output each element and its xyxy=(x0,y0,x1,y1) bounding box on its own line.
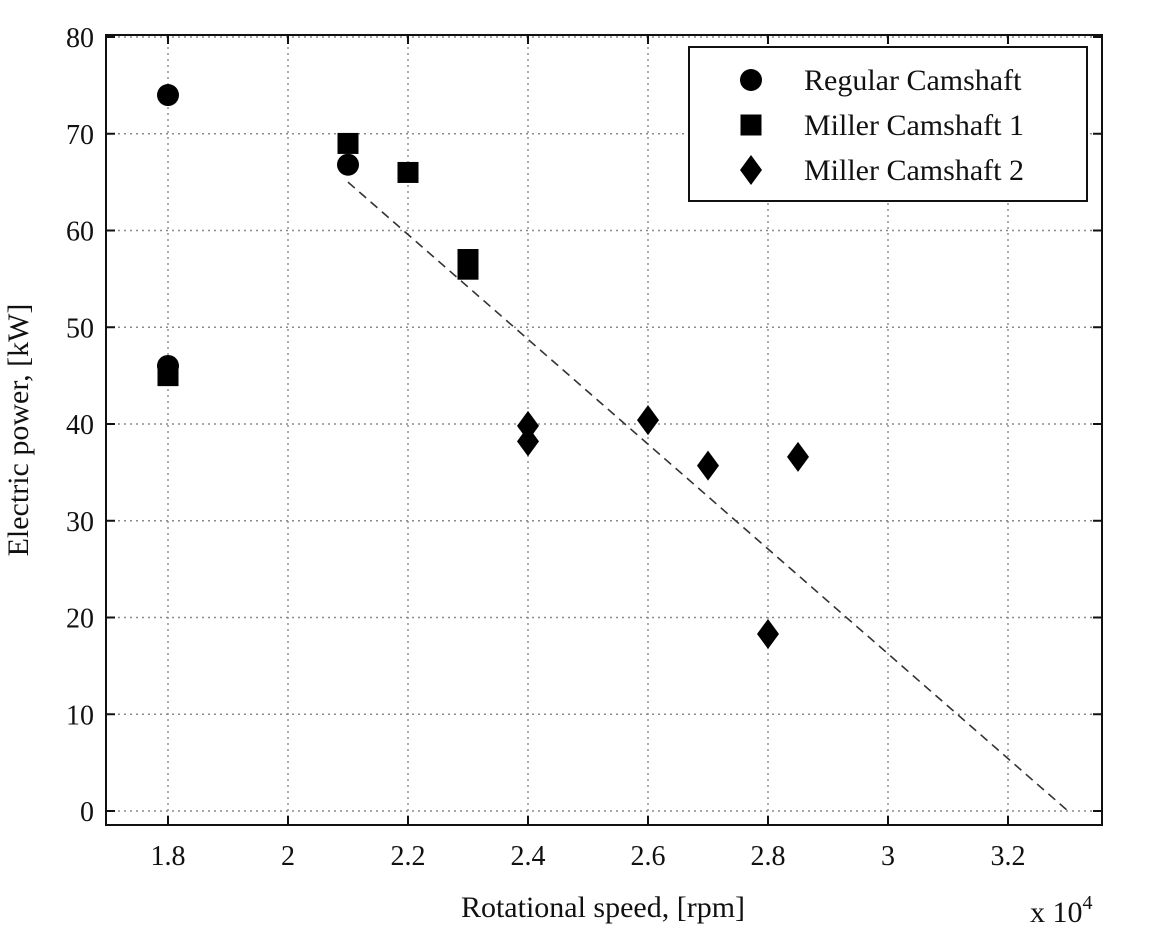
trend-line-group xyxy=(347,181,1069,812)
x-tick-label: 2.2 xyxy=(391,841,426,872)
legend-label: Miller Camshaft 2 xyxy=(804,154,1024,187)
y-tick-label: 60 xyxy=(66,217,94,248)
x-tick-label: 2.4 xyxy=(511,841,546,872)
legend-marker-regular-camshaft xyxy=(740,69,762,91)
y-tick-label: 80 xyxy=(66,23,94,54)
x-axis-label: Rotational speed, [rpm] xyxy=(461,891,745,924)
x-scale-factor: x 104 xyxy=(1030,892,1093,929)
x-tick-label: 1.8 xyxy=(151,841,186,872)
plot-frame xyxy=(105,34,1103,826)
legend-label: Miller Camshaft 1 xyxy=(804,109,1024,142)
point-regular-camshaft xyxy=(157,84,179,107)
x-scale-multiplier: x 10 xyxy=(1030,896,1083,929)
x-tick-label: 3.2 xyxy=(991,841,1026,872)
data-points xyxy=(157,84,809,649)
point-miller-camshaft-2 xyxy=(637,405,659,436)
point-miller-camshaft-1 xyxy=(157,365,179,387)
x-tick-label: 2.6 xyxy=(631,841,666,872)
y-tick-label: 70 xyxy=(66,120,94,151)
legend: Regular Camshaft Miller Camshaft 1 Miller … xyxy=(688,46,1088,202)
y-tick-label: 30 xyxy=(66,507,94,538)
point-miller-camshaft-2 xyxy=(787,441,809,472)
y-axis-label: Electric power, [kW] xyxy=(2,304,35,557)
point-miller-camshaft-2 xyxy=(757,618,779,649)
legend-marker-miller-camshaft-1 xyxy=(740,114,762,136)
x-scale-exponent: 4 xyxy=(1083,892,1093,914)
point-miller-camshaft-1 xyxy=(397,161,419,183)
y-tick-label: 10 xyxy=(66,700,94,731)
y-tick-label: 50 xyxy=(66,313,94,344)
legend-marker-miller-camshaft-2 xyxy=(740,155,762,185)
x-tick-label: 2.8 xyxy=(751,841,786,872)
y-tick-label: 40 xyxy=(66,410,94,441)
axis-ticks: 1.8 2 2.2 2.4 2.6 2.8 3 3.2 0 10 20 30 40 50 60 70 80 xyxy=(66,23,1102,872)
grid-lines xyxy=(106,35,1102,825)
y-tick-label: 0 xyxy=(80,797,94,828)
point-miller-camshaft-2 xyxy=(697,450,719,481)
legend-entries: Regular Camshaft Miller Camshaft 1 Miller … xyxy=(740,64,1024,187)
x-tick-label: 3 xyxy=(881,841,895,872)
point-regular-camshaft xyxy=(337,153,359,176)
point-miller-camshaft-2 xyxy=(517,410,539,441)
point-miller-camshaft-2 xyxy=(517,426,539,457)
point-miller-camshaft-1 xyxy=(457,258,479,280)
trend-line xyxy=(347,181,1069,812)
legend-label: Regular Camshaft xyxy=(804,64,1022,97)
point-miller-camshaft-1 xyxy=(337,132,359,154)
x-tick-label: 2 xyxy=(281,841,295,872)
y-tick-label: 20 xyxy=(66,604,94,635)
